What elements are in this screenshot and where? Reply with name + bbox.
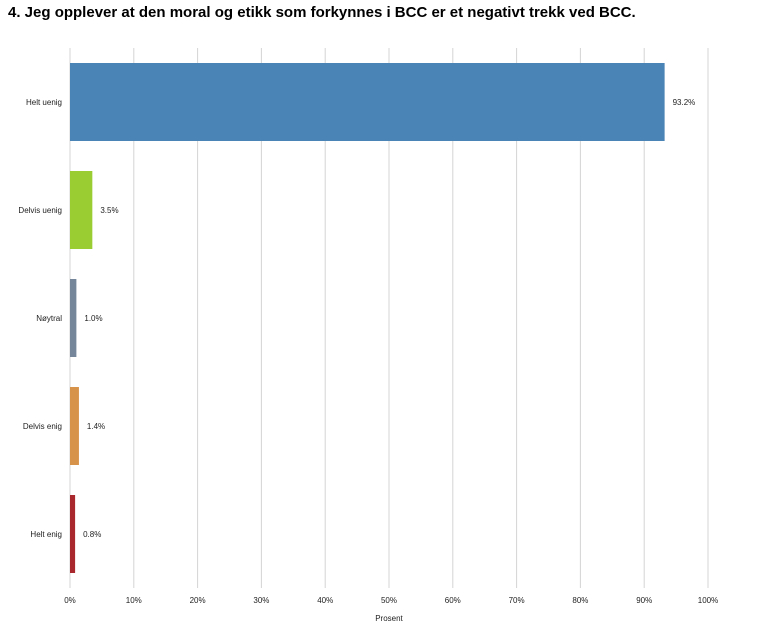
- x-tick-label: 10%: [126, 596, 142, 605]
- x-tick-label: 0%: [64, 596, 76, 605]
- bars: [70, 63, 665, 573]
- x-tick-label: 30%: [253, 596, 269, 605]
- category-label: Helt uenig: [26, 98, 62, 107]
- category-labels: Helt uenig Delvis uenig Nøytral Delvis enig…: [18, 98, 62, 539]
- x-tick-label: 80%: [572, 596, 588, 605]
- x-tick-label: 100%: [698, 596, 718, 605]
- x-tick-label: 40%: [317, 596, 333, 605]
- data-label: 1.4%: [87, 422, 105, 431]
- x-tick-labels: 0% 10% 20% 30% 40% 50% 60% 70% 80% 90% 100%: [64, 596, 718, 605]
- x-tick-label: 70%: [509, 596, 525, 605]
- bar: [70, 387, 79, 465]
- data-labels: 93.2% 3.5% 1.0% 1.4% 0.8%: [83, 98, 695, 539]
- category-label: Nøytral: [36, 314, 62, 323]
- category-label: Delvis uenig: [18, 206, 62, 215]
- data-label: 93.2%: [673, 98, 696, 107]
- data-label: 3.5%: [100, 206, 118, 215]
- x-axis-title: Prosent: [375, 614, 403, 623]
- data-label: 1.0%: [84, 314, 102, 323]
- x-tick-label: 50%: [381, 596, 397, 605]
- chart-title: 4. Jeg opplever at den moral og etikk so…: [8, 4, 636, 21]
- bar: [70, 63, 665, 141]
- x-tick-label: 20%: [190, 596, 206, 605]
- x-tick-label: 60%: [445, 596, 461, 605]
- category-label: Helt enig: [30, 530, 62, 539]
- bar: [70, 495, 76, 573]
- bar: [70, 279, 77, 357]
- data-label: 0.8%: [83, 530, 101, 539]
- bar: [70, 171, 93, 249]
- category-label: Delvis enig: [23, 422, 62, 431]
- x-tick-label: 90%: [636, 596, 652, 605]
